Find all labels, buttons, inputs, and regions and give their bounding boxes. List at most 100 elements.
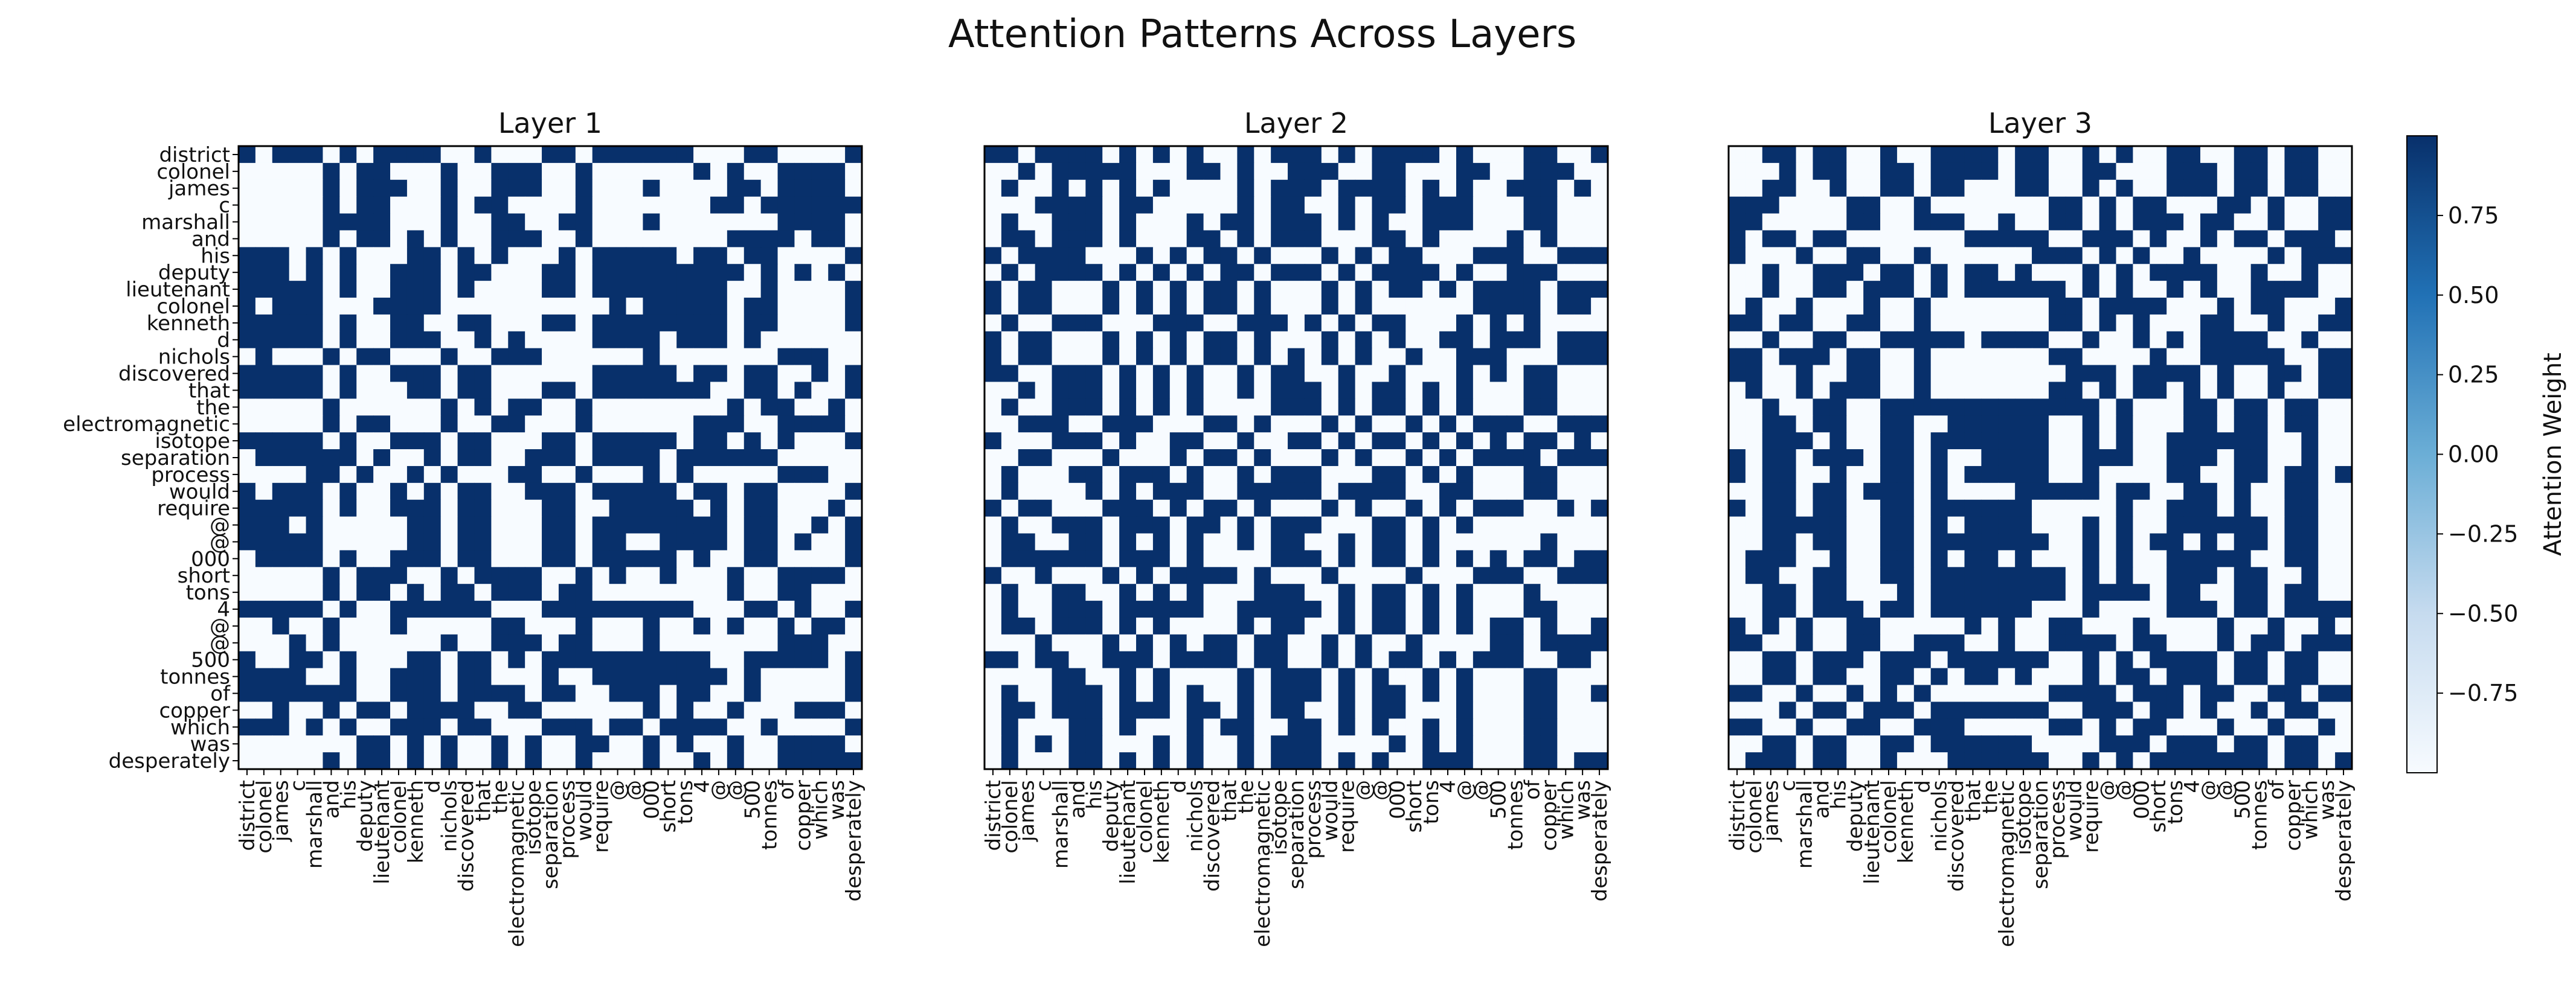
- heatmap-cell: [323, 365, 340, 383]
- heatmap-cell: [1930, 179, 1948, 197]
- heatmap-cell: [1964, 314, 1982, 332]
- heatmap-cell: [609, 146, 627, 164]
- heatmap-cell: [1729, 550, 1746, 567]
- heatmap-cell: [1085, 567, 1103, 584]
- heatmap-cell: [1456, 264, 1474, 281]
- heatmap-cell: [1439, 584, 1457, 601]
- heatmap-cell: [1355, 702, 1373, 719]
- heatmap-cell: [2166, 314, 2184, 332]
- heatmap-cell: [1389, 718, 1406, 736]
- heatmap-cell: [525, 348, 542, 366]
- heatmap-cell: [811, 331, 829, 349]
- heatmap-cell: [1018, 718, 1036, 736]
- heatmap-cell: [491, 213, 509, 231]
- heatmap-cell: [609, 264, 627, 281]
- heatmap-cell: [2200, 264, 2218, 281]
- heatmap-cell: [1389, 668, 1406, 686]
- x-tick-label: district: [1726, 780, 1750, 851]
- heatmap-cell: [626, 314, 643, 332]
- heatmap-cell: [2099, 651, 2117, 669]
- heatmap-cell: [323, 465, 340, 484]
- heatmap-cell: [984, 398, 1002, 416]
- heatmap-cell: [1523, 196, 1541, 214]
- heatmap-cell: [373, 432, 391, 450]
- heatmap-cell: [2065, 331, 2083, 349]
- heatmap-cell: [1136, 162, 1154, 181]
- heatmap-cell: [406, 298, 425, 315]
- heatmap-cell: [1456, 601, 1474, 618]
- heatmap-cell: [2267, 567, 2285, 584]
- heatmap-cell: [1540, 601, 1558, 618]
- heatmap-cell: [1880, 601, 1898, 618]
- heatmap-cell: [828, 533, 846, 551]
- heatmap-cell: [1288, 314, 1305, 332]
- heatmap-cell: [575, 213, 593, 231]
- heatmap-cell: [339, 247, 357, 264]
- heatmap-cell: [1102, 247, 1120, 264]
- heatmap-cell: [1389, 601, 1406, 618]
- heatmap-cell: [440, 264, 458, 281]
- heatmap-cell: [1102, 668, 1120, 686]
- heatmap-cell: [1203, 230, 1221, 248]
- heatmap-cell: [356, 331, 374, 349]
- heatmap-cell: [1813, 752, 1830, 770]
- heatmap-cell: [1052, 213, 1070, 231]
- heatmap-cell: [1288, 735, 1305, 753]
- heatmap-cell: [1729, 365, 1746, 383]
- heatmap-cell: [1304, 735, 1322, 753]
- heatmap-cell: [1068, 247, 1086, 264]
- heatmap-cell: [1930, 348, 1948, 366]
- heatmap-cell: [1591, 365, 1608, 383]
- heatmap-cell: [1372, 230, 1389, 248]
- heatmap-cell: [1813, 617, 1830, 635]
- heatmap-cell: [2217, 314, 2235, 332]
- heatmap-cell: [1506, 685, 1524, 703]
- heatmap-cell: [575, 348, 593, 366]
- heatmap-cell: [676, 550, 694, 567]
- heatmap-cell: [1169, 179, 1187, 197]
- heatmap-cell: [1489, 432, 1508, 450]
- heatmap-cell: [609, 281, 627, 298]
- heatmap-cell: [1052, 230, 1070, 248]
- heatmap-cell: [2217, 449, 2235, 467]
- heatmap-cell: [1813, 415, 1830, 433]
- heatmap-cell: [760, 634, 779, 652]
- heatmap-cell: [1405, 298, 1423, 315]
- heatmap-cell: [1119, 365, 1137, 383]
- heatmap-cell: [457, 516, 475, 534]
- heatmap-cell: [1729, 146, 1746, 164]
- heatmap-cell: [2301, 550, 2319, 567]
- heatmap-cell: [272, 651, 290, 669]
- heatmap-cell: [2166, 584, 2184, 601]
- heatmap-cell: [239, 601, 256, 618]
- heatmap-cell: [1052, 314, 1070, 332]
- heatmap-cell: [676, 213, 694, 231]
- heatmap-cell: [2116, 634, 2133, 652]
- heatmap-cell: [339, 264, 357, 281]
- heatmap-cell: [744, 415, 762, 433]
- heatmap-cell: [1001, 718, 1019, 736]
- heatmap-cell: [525, 314, 542, 332]
- heatmap-cell: [2250, 247, 2269, 264]
- heatmap-cell: [1102, 651, 1120, 669]
- heatmap-cell: [289, 146, 307, 164]
- heatmap-cell: [2200, 432, 2218, 450]
- heatmap-cell: [2032, 196, 2049, 214]
- x-tick-label: colonel: [252, 780, 277, 854]
- x-tick-label: @: [1470, 780, 1494, 801]
- heatmap-cell: [1964, 499, 1982, 517]
- heatmap-cell: [2250, 567, 2269, 584]
- heatmap-cell: [1779, 601, 1797, 618]
- heatmap-cell: [1152, 584, 1171, 601]
- heatmap-cell: [1186, 162, 1204, 181]
- heatmap-cell: [491, 533, 509, 551]
- heatmap-cell: [1389, 331, 1406, 349]
- heatmap-cell: [2267, 617, 2285, 635]
- heatmap-cell: [457, 146, 475, 164]
- heatmap-cell: [1136, 617, 1154, 635]
- heatmap-cell: [542, 298, 559, 315]
- heatmap-cell: [1389, 348, 1406, 366]
- heatmap-cell: [1998, 331, 2016, 349]
- heatmap-cell: [323, 516, 340, 534]
- heatmap-cell: [1506, 213, 1524, 231]
